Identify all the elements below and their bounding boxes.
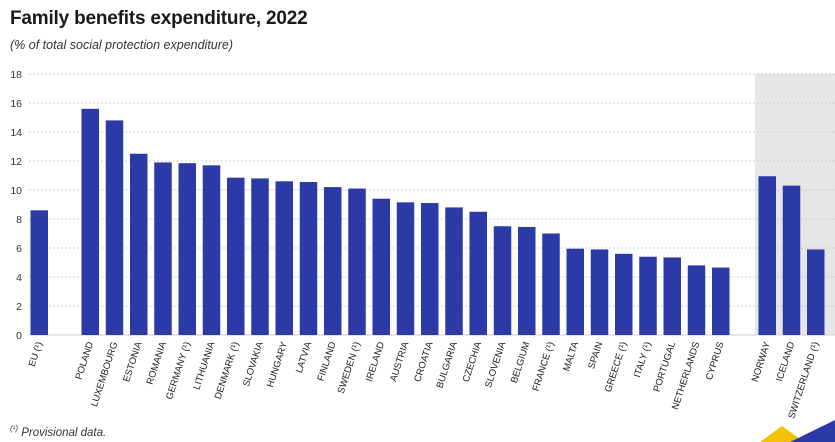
bar-lithuania xyxy=(202,165,221,335)
x-tick-label: EU (¹) xyxy=(27,341,45,368)
bar-portugal xyxy=(663,257,681,335)
bar-netherlands xyxy=(687,265,706,335)
bar-latvia xyxy=(299,182,318,335)
x-tick-label: POLAND xyxy=(74,340,97,381)
y-tick-label: 10 xyxy=(10,185,22,197)
x-tick-label: SWEDEN (¹) xyxy=(336,341,363,396)
x-tick-label: CYPRUS xyxy=(704,341,727,382)
bar-denmark xyxy=(227,177,245,335)
x-tick-label: SLOVENIA xyxy=(483,340,508,389)
y-tick-label: 6 xyxy=(16,243,22,255)
bar-austria xyxy=(396,202,415,335)
bar-iceland xyxy=(782,185,801,335)
y-tick-label: 2 xyxy=(16,301,22,313)
x-tick-label: CROATIA xyxy=(412,340,435,384)
bar-belgium xyxy=(518,226,536,335)
logo-yellow-shape xyxy=(760,426,804,442)
x-tick-label: FINLAND xyxy=(316,340,339,382)
x-tick-label: ICELAND xyxy=(774,340,797,383)
y-tick-label: 16 xyxy=(10,98,22,110)
x-tick-label: CZECHIA xyxy=(461,340,485,384)
eurostat-logo-corner xyxy=(760,420,835,442)
x-tick-label: SLOVAKIA xyxy=(241,340,266,388)
bars xyxy=(30,108,825,336)
y-tick-label: 8 xyxy=(16,214,22,226)
x-tick-label: BULGARIA xyxy=(435,340,461,390)
x-tick-label: SPAIN xyxy=(586,340,605,370)
x-tick-label: HUNGARY xyxy=(265,340,290,389)
bar-france xyxy=(542,233,560,335)
x-tick-label: MALTA xyxy=(561,340,581,373)
bar-slovenia xyxy=(493,226,512,335)
bar-finland xyxy=(324,187,342,335)
bar-eu xyxy=(30,210,48,335)
x-tick-label: LITHUANIA xyxy=(192,340,218,391)
bar-norway xyxy=(758,176,776,335)
bar-spain xyxy=(590,249,609,335)
bar-switzerland xyxy=(807,249,825,335)
bar-cyprus xyxy=(712,267,730,335)
bar-luxembourg xyxy=(105,120,124,336)
y-tick-label: 18 xyxy=(10,69,22,81)
bar-slovakia xyxy=(251,178,269,335)
x-tick-label: AUSTRIA xyxy=(388,340,411,383)
y-tick-label: 4 xyxy=(16,272,22,284)
bar-hungary xyxy=(275,181,293,335)
x-tick-label: BELGIUM xyxy=(509,340,533,384)
x-tick-label: FRANCE (¹) xyxy=(531,341,557,393)
x-tick-label: PORTUGAL xyxy=(652,341,679,394)
x-tick-label: GERMANY (¹) xyxy=(164,341,193,401)
chart-subtitle: (% of total social protection expenditur… xyxy=(10,38,234,52)
chart-title: Family benefits expenditure, 2022 xyxy=(10,8,308,29)
bar-estonia xyxy=(130,153,148,335)
y-tick-label: 12 xyxy=(10,156,22,168)
x-tick-label: DENMARK (¹) xyxy=(213,341,242,401)
y-axis-ticks: 0 2 4 6 8 10 12 14 16 18 xyxy=(10,69,22,342)
bar-bulgaria xyxy=(445,207,463,335)
footnote-marker: (¹) xyxy=(10,424,18,433)
logo-blue-shape xyxy=(790,420,835,442)
x-tick-label: ITALY (¹) xyxy=(632,341,654,380)
bar-italy xyxy=(639,256,657,335)
bar-ireland xyxy=(372,198,390,335)
bar-greece xyxy=(615,253,633,335)
bar-germany xyxy=(178,163,196,335)
bar-romania xyxy=(154,162,172,335)
bar-czechia xyxy=(469,211,487,335)
x-tick-label: GREECE (¹) xyxy=(603,341,630,394)
bar-sweden xyxy=(348,188,366,335)
x-tick-label: ESTONIA xyxy=(121,340,145,384)
y-tick-label: 0 xyxy=(16,330,22,342)
x-tick-label: ROMANIA xyxy=(145,340,169,386)
bar-poland xyxy=(81,108,99,335)
x-tick-label: NORWAY xyxy=(750,340,773,384)
footnote-text: Provisional data. xyxy=(18,426,107,439)
x-tick-label: LATVIA xyxy=(294,340,315,374)
footnote: (¹) Provisional data. xyxy=(10,424,106,439)
y-tick-label: 14 xyxy=(10,127,22,139)
bar-croatia xyxy=(421,203,439,335)
bar-malta xyxy=(566,248,584,335)
x-tick-label: IRELAND xyxy=(364,340,387,383)
